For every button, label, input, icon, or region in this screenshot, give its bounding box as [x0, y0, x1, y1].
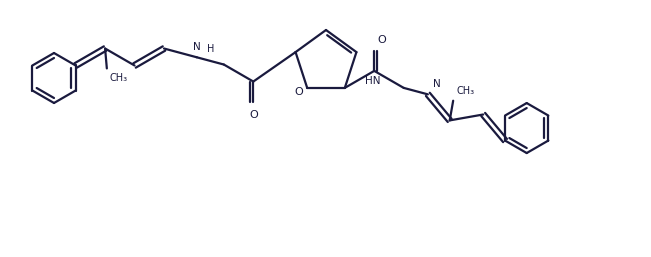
Text: CH₃: CH₃ — [456, 86, 475, 96]
Text: N: N — [433, 79, 441, 89]
Text: CH₃: CH₃ — [110, 74, 128, 84]
Text: H: H — [206, 44, 214, 54]
Text: O: O — [249, 109, 258, 120]
Text: O: O — [295, 87, 303, 97]
Text: N: N — [193, 42, 201, 52]
Text: O: O — [377, 35, 386, 45]
Text: HN: HN — [365, 76, 381, 86]
